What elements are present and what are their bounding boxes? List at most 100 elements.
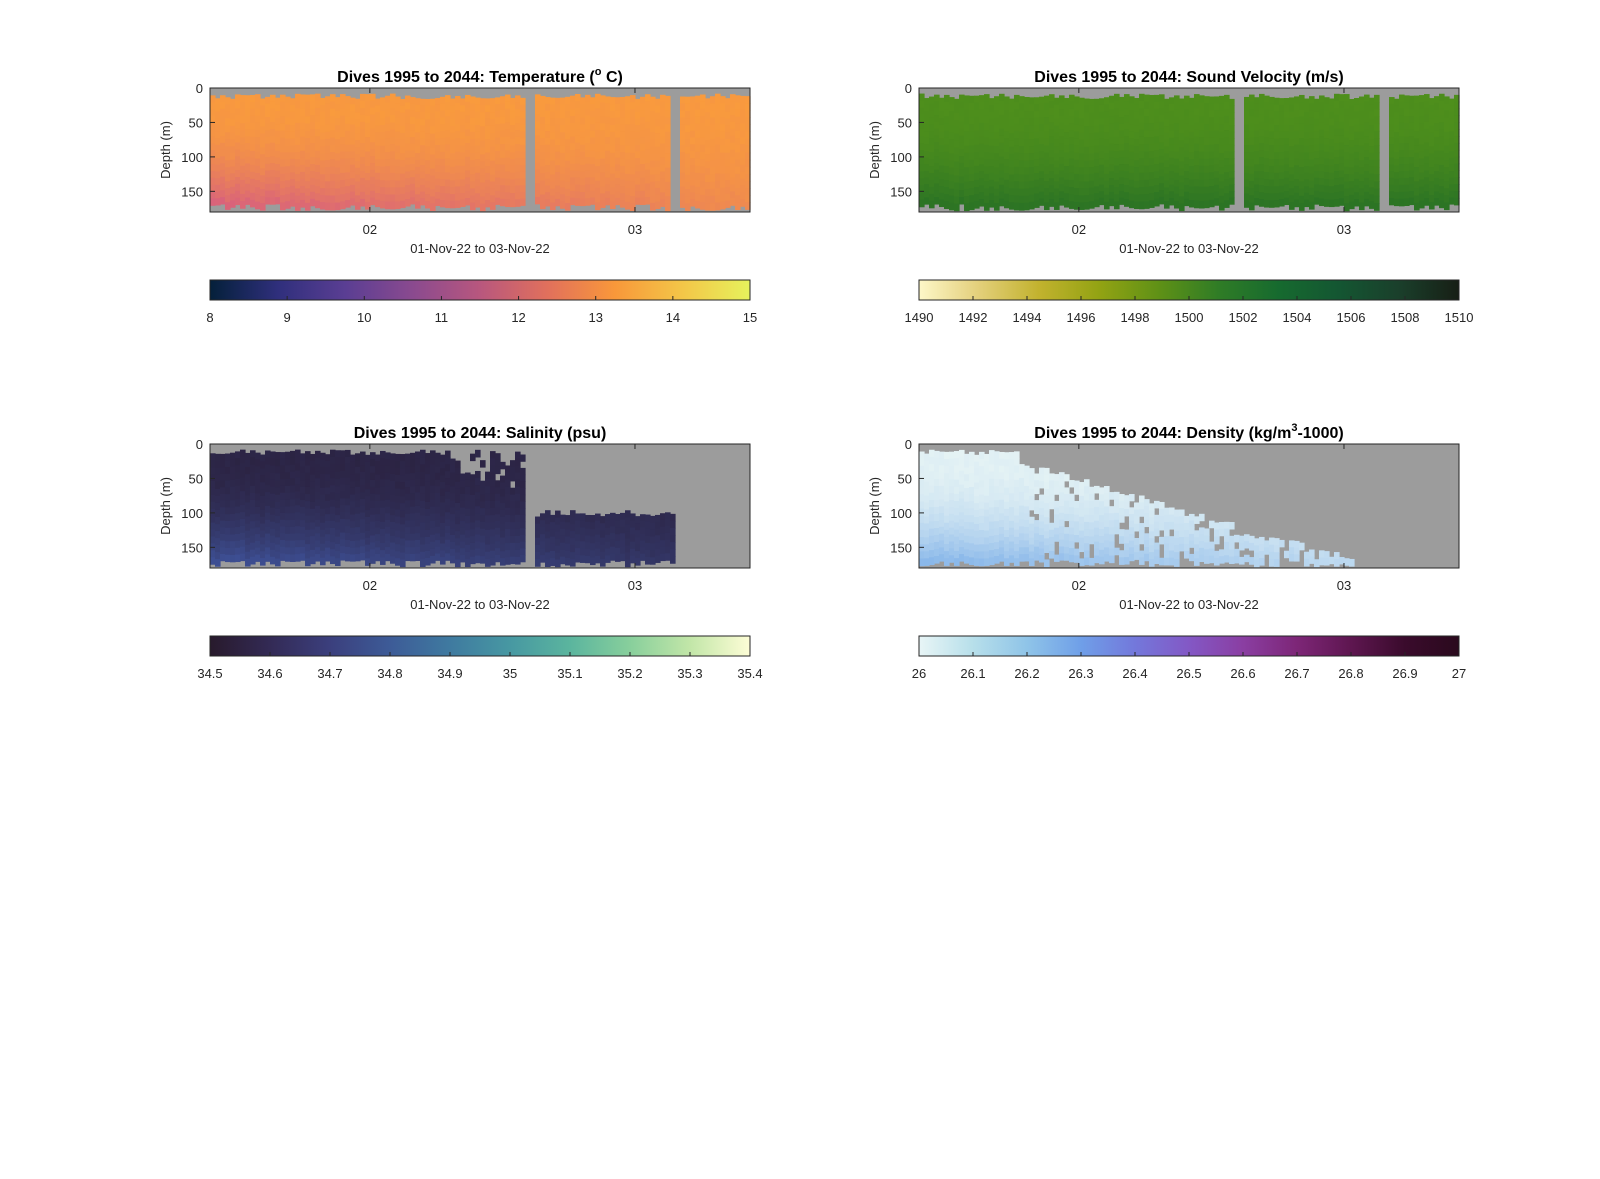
- data-cell: [655, 139, 661, 148]
- data-cell: [1054, 160, 1060, 169]
- data-cell: [355, 466, 361, 475]
- data-cell: [310, 177, 316, 186]
- data-cell: [305, 494, 311, 502]
- data-cell: [570, 95, 576, 104]
- data-cell: [660, 94, 666, 103]
- data-cell: [959, 176, 965, 185]
- colorbar-tick-label: 35.2: [617, 666, 642, 681]
- data-cell: [1214, 123, 1220, 132]
- data-cell: [370, 149, 376, 157]
- data-cell: [465, 523, 471, 531]
- data-cell: [1094, 172, 1100, 181]
- data-cell: [1204, 179, 1210, 188]
- profile-column: [1289, 97, 1295, 210]
- data-cell: [1244, 152, 1250, 160]
- data-cell: [1414, 95, 1420, 104]
- data-cell: [695, 186, 701, 195]
- data-cell: [979, 185, 985, 193]
- data-cell: [1039, 198, 1045, 206]
- data-cell: [1019, 110, 1025, 119]
- data-cell: [1004, 159, 1010, 167]
- data-cell: [1334, 135, 1340, 144]
- data-cell: [345, 116, 351, 125]
- data-cell: [550, 181, 556, 190]
- data-cell: [1024, 125, 1030, 133]
- data-cell: [500, 171, 506, 179]
- data-cell: [630, 123, 636, 132]
- data-cell: [465, 108, 471, 117]
- data-cell: [300, 108, 306, 117]
- data-cell: [1149, 165, 1155, 173]
- data-cell: [225, 167, 231, 175]
- data-cell: [405, 507, 411, 515]
- data-cell: [605, 150, 611, 158]
- data-cell: [320, 97, 326, 106]
- data-cell: [485, 529, 491, 538]
- data-cell: [450, 125, 456, 134]
- data-cell: [1159, 190, 1165, 198]
- profile-column: [625, 96, 631, 210]
- data-cell: [490, 160, 496, 169]
- data-cell: [415, 533, 421, 541]
- data-cell: [660, 157, 666, 166]
- data-cell: [1454, 136, 1460, 144]
- data-cell: [924, 502, 930, 511]
- data-cell: [335, 188, 341, 197]
- data-cell: [740, 102, 746, 111]
- data-cell: [265, 110, 271, 118]
- data-cell: [700, 130, 706, 139]
- data-cell: [265, 170, 271, 178]
- data-cell: [1319, 102, 1325, 110]
- data-cell: [1159, 121, 1165, 130]
- data-cell: [1329, 138, 1335, 147]
- data-cell: [580, 527, 586, 535]
- data-cell: [1364, 129, 1370, 137]
- profile-column: [315, 450, 321, 562]
- data-cell: [1069, 130, 1075, 138]
- data-cell: [1154, 178, 1160, 186]
- data-cell: [690, 116, 696, 125]
- data-cell: [415, 173, 421, 182]
- data-cell: [610, 117, 616, 126]
- data-cell: [1089, 112, 1095, 120]
- data-cell: [1039, 144, 1045, 152]
- data-cell: [1394, 178, 1400, 187]
- data-cell: [435, 118, 441, 126]
- data-cell: [335, 486, 341, 495]
- data-cell: [325, 507, 331, 515]
- data-cell: [1284, 98, 1290, 106]
- data-cell: [510, 535, 516, 544]
- data-cell: [510, 131, 516, 140]
- data-cell: [485, 200, 491, 208]
- data-cell: [365, 180, 371, 189]
- data-cell: [295, 505, 301, 513]
- data-cell: [640, 514, 646, 522]
- data-cell: [445, 498, 451, 507]
- data-cell: [725, 180, 731, 188]
- y-tick-label: 150: [181, 184, 203, 199]
- profile-column: [605, 514, 611, 563]
- data-cell: [1374, 130, 1380, 139]
- data-cell: [625, 531, 631, 540]
- data-cell: [999, 170, 1005, 179]
- data-cell: [665, 174, 671, 183]
- data-cell: [225, 153, 231, 161]
- data-cell: [230, 146, 236, 154]
- data-cell: [550, 558, 556, 566]
- data-cell: [1059, 115, 1065, 124]
- data-cell: [949, 104, 955, 112]
- data-cell: [445, 471, 451, 479]
- data-cell: [1334, 93, 1340, 102]
- data-cell: [290, 118, 296, 126]
- data-cell: [365, 137, 371, 145]
- data-cell: [1074, 195, 1080, 203]
- data-cell: [270, 521, 276, 530]
- data-cell: [535, 537, 541, 546]
- data-cell: [340, 101, 346, 109]
- data-cell: [450, 555, 456, 564]
- profile-column: [1059, 95, 1065, 206]
- data-cell: [590, 184, 596, 192]
- data-cell: [620, 152, 626, 160]
- data-cell: [360, 478, 366, 486]
- data-cell: [1049, 185, 1055, 193]
